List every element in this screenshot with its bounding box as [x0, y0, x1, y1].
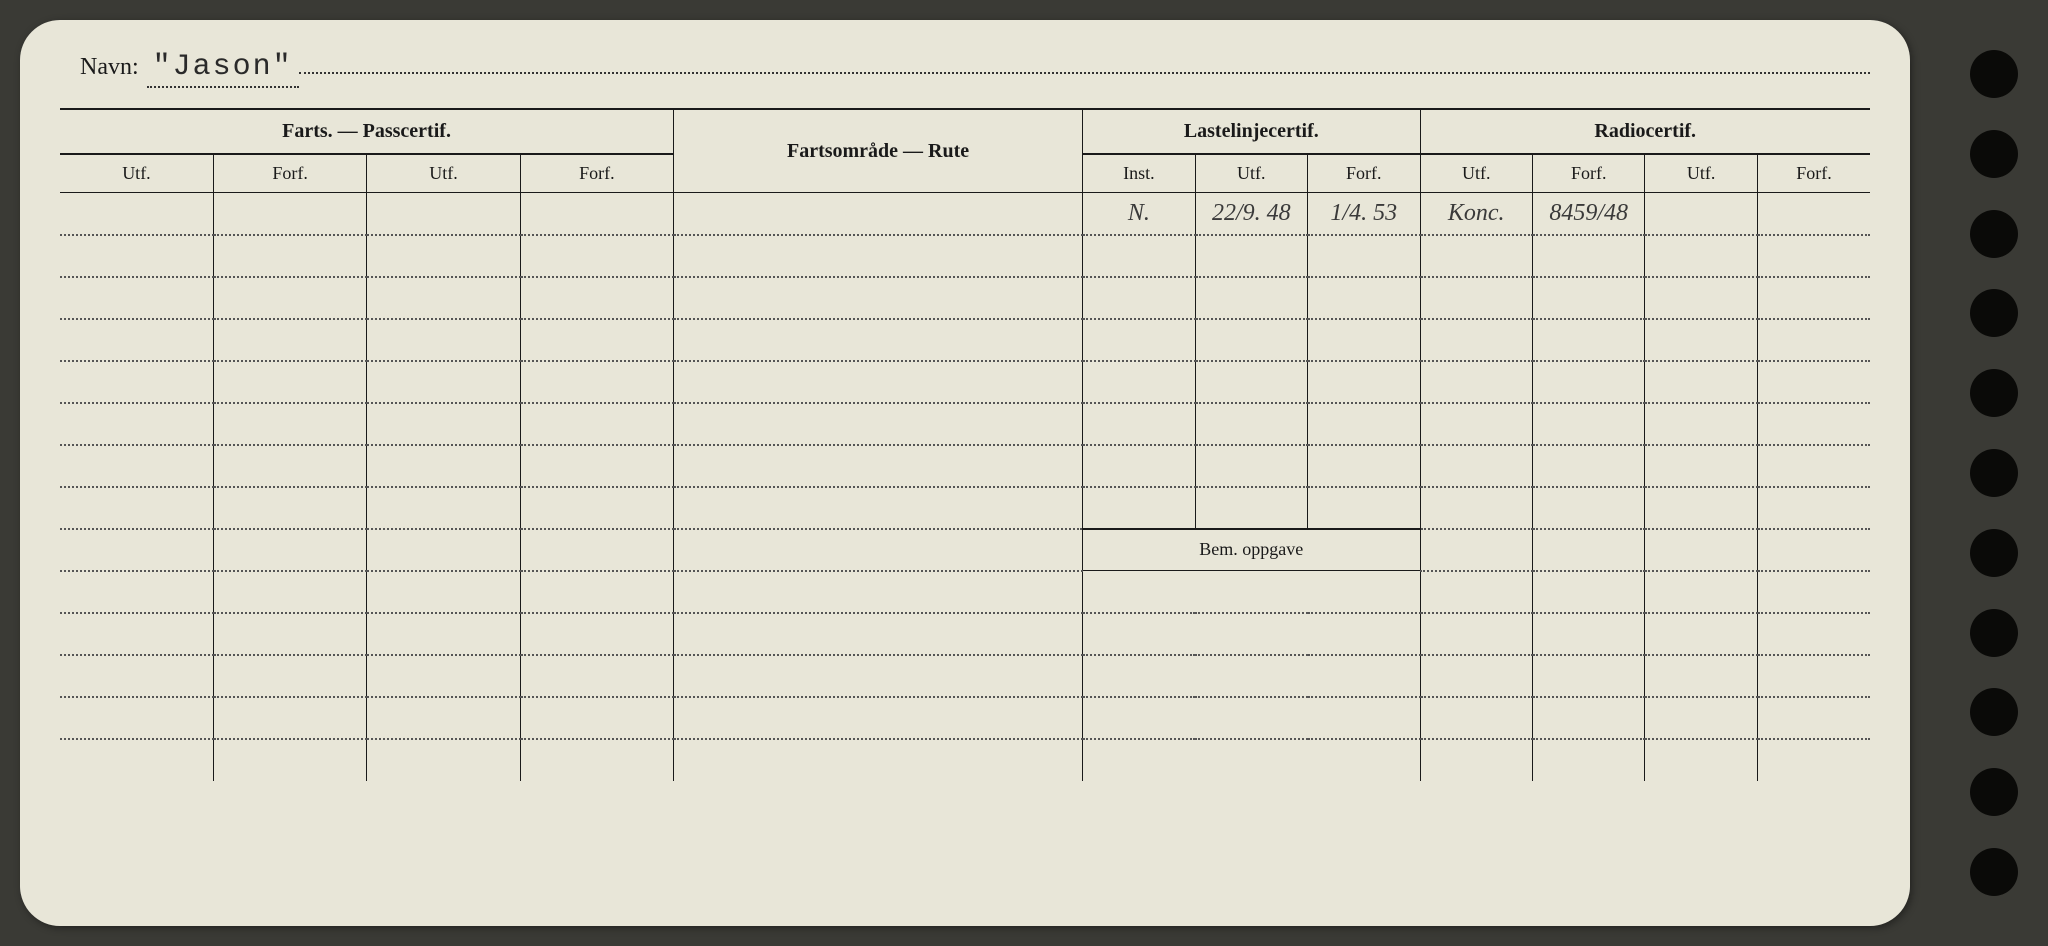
data-row — [60, 571, 1870, 613]
cell — [1645, 193, 1757, 235]
sub-forf-1: Forf. — [213, 154, 366, 193]
cell — [213, 193, 366, 235]
table-body: N. 22/9. 48 1/4. 53 Konc. 8459/48 Bem. o… — [60, 193, 1870, 781]
data-row — [60, 697, 1870, 739]
data-row — [60, 487, 1870, 529]
hole-icon — [1970, 529, 2018, 577]
table-head: Farts. — Passcertif. Fartsområde — Rute … — [60, 109, 1870, 193]
binder-holes — [1970, 30, 2018, 916]
hole-icon — [1970, 210, 2018, 258]
header-fartsomrade: Fartsområde — Rute — [674, 109, 1083, 193]
data-row — [60, 319, 1870, 361]
laste-inst: N. — [1083, 193, 1195, 235]
record-card: Navn: "Jason" Farts. — Passcertif. Farts… — [20, 20, 1910, 926]
hole-icon — [1970, 289, 2018, 337]
hole-icon — [1970, 848, 2018, 896]
sub-utf-3: Utf. — [1195, 154, 1307, 193]
hole-icon — [1970, 130, 2018, 178]
cell — [1757, 193, 1870, 235]
sub-inst: Inst. — [1083, 154, 1195, 193]
hole-icon — [1970, 768, 2018, 816]
hole-icon — [1970, 688, 2018, 736]
sub-utf-4: Utf. — [1420, 154, 1532, 193]
data-row — [60, 445, 1870, 487]
cell — [520, 193, 673, 235]
sub-forf-4: Forf. — [1532, 154, 1644, 193]
radio-forf: 8459/48 — [1532, 193, 1644, 235]
header-farts-pass: Farts. — Passcertif. — [60, 109, 674, 154]
data-row — [60, 277, 1870, 319]
sub-forf-3: Forf. — [1308, 154, 1420, 193]
bem-header: Bem. oppgave — [1083, 529, 1420, 571]
certificate-table: Farts. — Passcertif. Fartsområde — Rute … — [60, 108, 1870, 781]
sub-utf-5: Utf. — [1645, 154, 1757, 193]
data-row — [60, 361, 1870, 403]
laste-forf: 1/4. 53 — [1308, 193, 1420, 235]
hole-icon — [1970, 369, 2018, 417]
sub-utf-1: Utf. — [60, 154, 213, 193]
cell — [60, 193, 213, 235]
header-lastelinje: Lastelinjecertif. — [1083, 109, 1420, 154]
name-label: Navn: — [80, 54, 139, 81]
bem-row: Bem. oppgave — [60, 529, 1870, 571]
data-row-1: N. 22/9. 48 1/4. 53 Konc. 8459/48 — [60, 193, 1870, 235]
hole-icon — [1970, 50, 2018, 98]
cell — [367, 193, 520, 235]
sub-utf-2: Utf. — [367, 154, 520, 193]
data-row — [60, 403, 1870, 445]
sub-forf-5: Forf. — [1757, 154, 1870, 193]
data-row — [60, 655, 1870, 697]
header-radio: Radiocertif. — [1420, 109, 1870, 154]
laste-utf: 22/9. 48 — [1195, 193, 1307, 235]
data-row — [60, 739, 1870, 781]
hole-icon — [1970, 609, 2018, 657]
name-underline — [299, 72, 1870, 74]
data-row — [60, 613, 1870, 655]
sub-forf-2: Forf. — [520, 154, 673, 193]
data-row — [60, 235, 1870, 277]
header-row-1: Farts. — Passcertif. Fartsområde — Rute … — [60, 109, 1870, 154]
name-value: "Jason" — [147, 50, 299, 88]
name-row: Navn: "Jason" — [60, 50, 1870, 88]
radio-utf: Konc. — [1420, 193, 1532, 235]
cell — [674, 193, 1083, 235]
hole-icon — [1970, 449, 2018, 497]
